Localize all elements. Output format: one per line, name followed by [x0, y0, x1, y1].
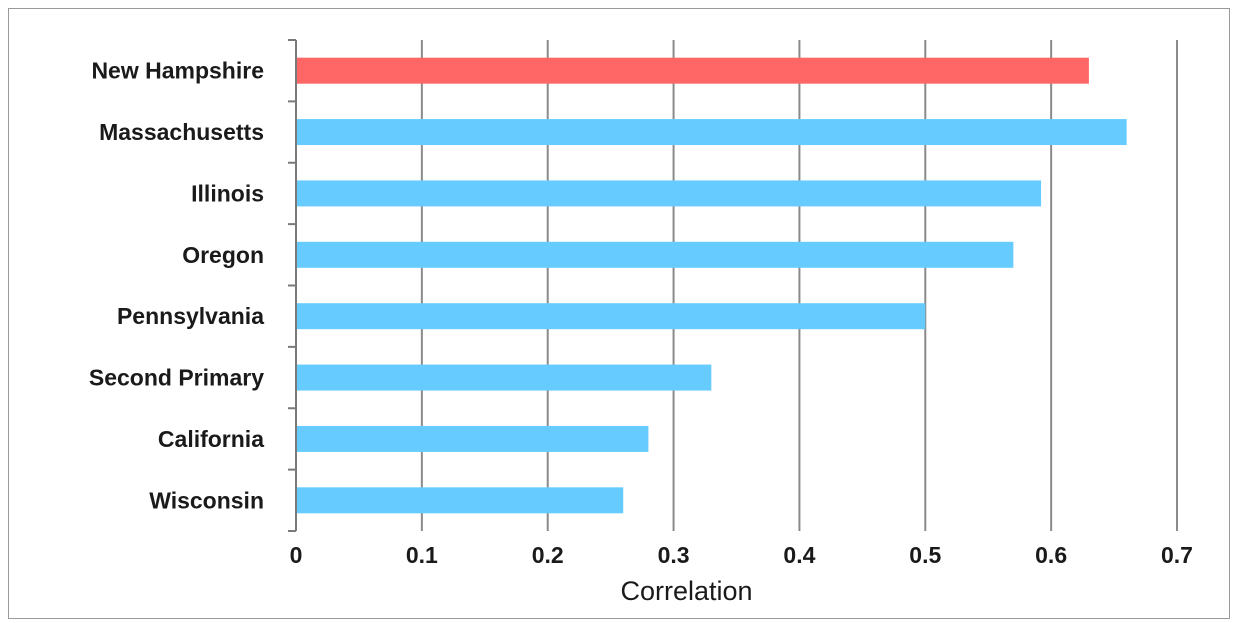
- bar: [296, 57, 1089, 84]
- x-tick-label: 0: [290, 542, 303, 568]
- x-tick-label: 0.7: [1161, 542, 1193, 568]
- bars: [296, 57, 1127, 514]
- bar: [296, 180, 1042, 207]
- x-tick-label: 0.3: [658, 542, 690, 568]
- bar: [296, 364, 712, 391]
- x-tick-label: 0.1: [406, 542, 438, 568]
- x-tick-label: 0.6: [1035, 542, 1067, 568]
- category-label: Massachusetts: [99, 119, 264, 145]
- bar: [296, 303, 926, 330]
- category-label: Pennsylvania: [117, 303, 264, 329]
- category-label: Wisconsin: [149, 487, 264, 513]
- labels: 0 0.1 0.2 0.3 0.4 0.5 0.6 0.7 New Hampshire Massa…: [89, 58, 1193, 568]
- bar: [296, 241, 1014, 268]
- gridlines: [420, 40, 1178, 531]
- x-axis-title: Correlation: [620, 576, 752, 606]
- x-tick-label: 0.5: [909, 542, 941, 568]
- category-label: California: [158, 426, 264, 452]
- bar: [296, 425, 649, 452]
- axes: [288, 39, 297, 532]
- bar: [296, 119, 1127, 146]
- category-label: New Hampshire: [91, 58, 264, 84]
- x-tick-label: 0.2: [532, 542, 564, 568]
- category-label: Second Primary: [89, 365, 264, 391]
- category-label: Oregon: [182, 242, 264, 268]
- category-label: Illinois: [191, 180, 264, 206]
- bar: [296, 487, 624, 514]
- x-tick-label: 0.4: [783, 542, 815, 568]
